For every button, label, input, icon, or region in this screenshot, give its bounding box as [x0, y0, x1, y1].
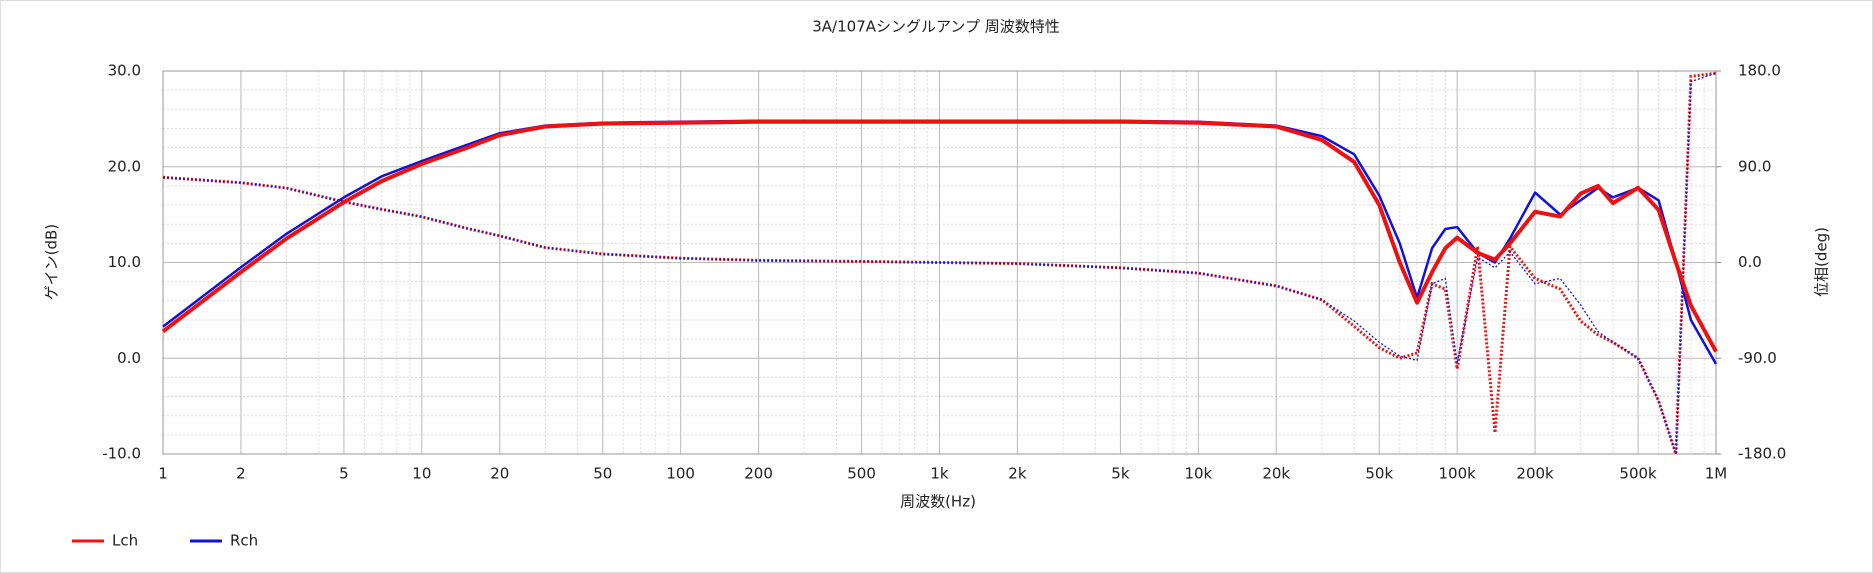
x-axis-label: 周波数(Hz)	[900, 493, 976, 511]
plot-frame	[162, 70, 1717, 455]
x-tick-label: 20	[490, 465, 509, 483]
y2-tick-label: 0.0	[1738, 253, 1762, 271]
x-tick-label: 500k	[1619, 465, 1657, 483]
x-tick-label: 5	[339, 465, 349, 483]
legend-label: Rch	[230, 532, 258, 550]
y-tick-label: -10.0	[102, 445, 141, 463]
y-tick-label: 10.0	[108, 253, 141, 271]
y-tick-label: 20.0	[108, 157, 141, 175]
x-tick-label: 50	[593, 465, 612, 483]
y-tick-label: 0.0	[117, 349, 141, 367]
x-tick-label: 1k	[930, 465, 949, 483]
y2-tick-label: 180.0	[1738, 62, 1781, 80]
y-axis-label: ゲイン(dB)	[43, 224, 61, 300]
phase-line	[162, 72, 1717, 455]
x-tick-label: 2k	[1008, 465, 1027, 483]
x-tick-label: 2	[236, 465, 246, 483]
x-tick-label: 200	[744, 465, 773, 483]
y2-tick-label: -180.0	[1738, 445, 1786, 463]
y2-axis-label: 位相(deg)	[1813, 227, 1831, 297]
x-tick-label: 10k	[1184, 465, 1212, 483]
y-tick-label: 30.0	[108, 62, 141, 80]
x-tick-label: 200k	[1516, 465, 1554, 483]
chart-title: 3A/107Aシングルアンプ 周波数特性	[812, 18, 1059, 36]
x-tick-label: 1	[158, 465, 168, 483]
x-tick-label: 5k	[1111, 465, 1130, 483]
legend-label: Lch	[112, 532, 138, 550]
x-tick-label: 1M	[1705, 465, 1728, 483]
x-tick-label: 10	[412, 465, 431, 483]
y2-tick-label: 90.0	[1738, 157, 1771, 175]
x-tick-label: 500	[847, 465, 876, 483]
x-tick-label: 100k	[1439, 465, 1477, 483]
x-tick-label: 20k	[1262, 465, 1290, 483]
y2-tick-label: -90.0	[1738, 349, 1777, 367]
gain-line	[162, 119, 1718, 365]
x-tick-label: 100	[666, 465, 695, 483]
gain-line	[161, 119, 1718, 353]
x-tick-label: 50k	[1365, 465, 1393, 483]
